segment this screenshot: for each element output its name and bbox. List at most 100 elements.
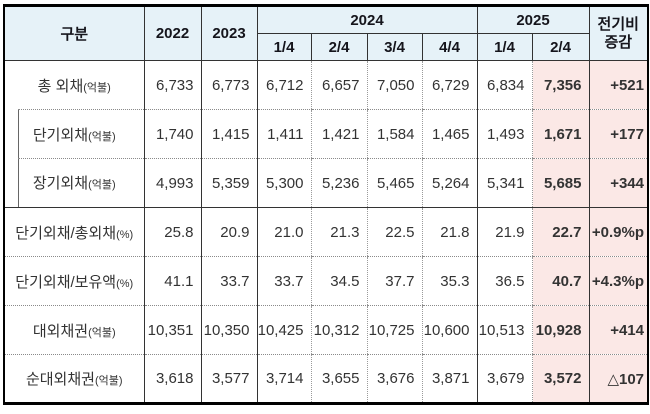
value-cell: 3,676 [366,354,422,404]
value-cell-latest: 10,928 [531,305,589,355]
table-row-long-term-debt: 장기외채(억불) 4,993 5,359 5,300 5,236 5,465 5… [4,158,648,208]
row-label: 대외채권(억불) [4,305,144,355]
value-cell: 5,465 [366,158,422,208]
value-cell: 10,351 [143,305,201,355]
value-cell: 6,733 [143,60,201,110]
row-label-text: 장기외채 [32,175,89,193]
value-cell: 21.3 [310,207,367,257]
value-cell: 3,655 [310,354,367,404]
header-change-line1: 전기비 [597,16,639,34]
row-label-unit: (억불) [88,179,116,192]
value-cell: 3,714 [256,354,311,404]
value-cell-latest: 3,572 [531,354,589,404]
value-cell-latest: 22.7 [531,207,589,257]
value-cell: 21.9 [476,207,532,257]
header-change-line2: 증감 [604,33,633,51]
header-2025-q1: 1/4 [476,33,532,61]
value-cell: 33.7 [200,256,257,306]
value-cell-change: +177 [588,109,648,159]
value-cell: 7,050 [366,60,422,110]
value-cell-latest: 40.7 [531,256,589,306]
value-cell-change: +521 [588,60,648,110]
value-cell: 5,300 [256,158,311,208]
value-cell-change: +344 [588,158,648,208]
value-cell: 5,236 [310,158,367,208]
row-label-unit: (억불) [94,375,123,387]
value-cell: 36.5 [476,256,532,306]
header-2024-q2: 2/4 [310,33,367,61]
value-cell-change: +414 [588,305,648,355]
value-cell-latest: 1,671 [531,109,589,159]
value-cell: 35.3 [421,256,477,306]
row-label-text: 단기외채 [32,126,89,144]
value-cell: 41.1 [143,256,201,306]
row-label-unit: (%) [116,228,134,241]
value-cell: 3,871 [421,354,477,404]
header-2024-q4: 4/4 [421,33,477,61]
value-cell: 10,725 [366,305,422,355]
value-cell: 25.8 [143,207,201,257]
value-cell-change: △107 [588,354,648,404]
row-label: 단기외채(억불) [4,109,144,159]
value-cell: 4,993 [143,158,201,208]
value-cell: 1,493 [476,109,532,159]
header-2024-q3: 3/4 [366,33,422,61]
value-cell: 1,415 [200,109,257,159]
row-label-unit: (억불) [88,326,116,339]
row-label-text: 단기외채/총외채 [15,224,117,242]
row-label: 단기외채/보유액(%) [4,256,144,306]
row-label-unit: (억불) [83,81,111,94]
table-row-short-to-total-ratio: 단기외채/총외채(%) 25.8 20.9 21.0 21.3 22.5 21.… [4,207,648,257]
row-label-unit: (억불) [88,130,116,143]
value-cell: 1,465 [421,109,477,159]
value-cell: 3,618 [143,354,201,404]
table-row-short-term-debt: 단기외채(억불) 1,740 1,415 1,411 1,421 1,584 1… [4,109,648,159]
value-cell: 21.8 [421,207,477,257]
row-label-unit: (%) [116,277,134,290]
value-cell: 20.9 [200,207,257,257]
value-cell: 6,712 [256,60,311,110]
header-year-2023: 2023 [200,5,257,61]
value-cell: 5,264 [421,158,477,208]
value-cell: 5,359 [200,158,257,208]
value-cell: 6,729 [421,60,477,110]
row-label: 총 외채(억불) [4,61,144,110]
value-cell: 1,740 [143,109,201,159]
value-cell: 6,773 [200,60,257,110]
value-cell: 10,312 [310,305,367,355]
value-cell-change: +0.9%p [588,207,648,257]
value-cell: 10,513 [476,305,532,355]
value-cell: 10,350 [200,305,257,355]
value-cell: 34.5 [310,256,367,306]
value-cell: 21.0 [256,207,311,257]
row-label: 장기외채(억불) [4,158,144,208]
value-cell: 10,600 [421,305,477,355]
row-label-text: 총 외채 [37,77,84,95]
external-debt-table: 구분 2022 2023 2024 2025 전기비 증감 1/4 2/4 3/… [3,4,649,405]
row-label: 단기외채/총외채(%) [4,207,144,257]
row-label-text: 단기외채/보유액 [15,273,117,291]
value-cell: 6,834 [476,60,532,110]
value-cell: 10,425 [256,305,311,355]
header-2024-q1: 1/4 [256,33,311,61]
table-row-short-to-reserves-ratio: 단기외채/보유액(%) 41.1 33.7 33.7 34.5 37.7 35.… [4,256,648,306]
value-cell-latest: 7,356 [531,60,589,110]
value-cell: 22.5 [366,207,422,257]
value-cell: 1,411 [256,109,311,159]
header-2025-q2: 2/4 [531,33,589,61]
value-cell: 5,341 [476,158,532,208]
value-cell: 3,679 [476,354,532,404]
value-cell-latest: 5,685 [531,158,589,208]
value-cell: 6,657 [310,60,367,110]
value-cell: 1,584 [366,109,422,159]
value-cell-change: +4.3%p [588,256,648,306]
header-gubun: 구분 [3,5,144,61]
value-cell: 1,421 [310,109,367,159]
header-change: 전기비 증감 [588,5,648,61]
page: 구분 2022 2023 2024 2025 전기비 증감 1/4 2/4 3/… [3,4,649,405]
table-row-net-external-credit: 순대외채권(억불) 3,618 3,577 3,714 3,655 3,676 … [4,354,648,404]
value-cell: 3,577 [200,354,257,404]
row-label: 순대외채권(억불) [4,355,144,404]
header-group-2024: 2024 [256,5,477,34]
row-label-text: 순대외채권 [25,371,95,388]
